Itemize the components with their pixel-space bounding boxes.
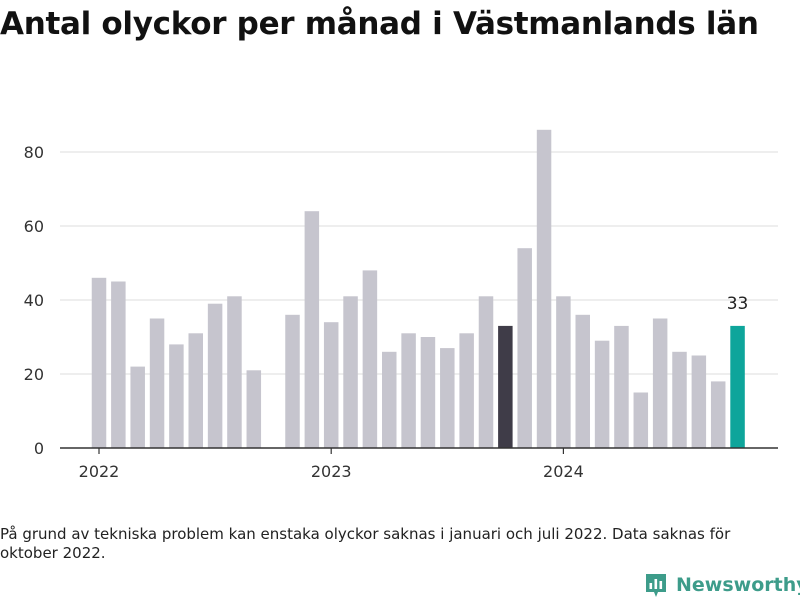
bar <box>594 340 610 448</box>
bar <box>517 248 532 448</box>
y-tick-label: 60 <box>24 217 44 236</box>
bar <box>246 370 262 448</box>
bar <box>498 325 513 448</box>
bar <box>323 322 339 448</box>
brand-name: Newsworthy <box>676 574 800 596</box>
bar <box>633 392 649 448</box>
bar-chart: 0 20 40 60 80 33 2022 2023 2024 <box>24 129 778 481</box>
bar <box>459 333 474 448</box>
bar <box>207 303 223 448</box>
bar <box>149 318 165 448</box>
bar <box>691 355 707 448</box>
footnote: På grund av tekniska problem kan enstaka… <box>0 525 731 562</box>
bar <box>730 325 745 448</box>
bar <box>130 366 145 448</box>
bar <box>614 325 629 448</box>
bar <box>227 296 242 448</box>
data-label: 33 <box>727 294 749 314</box>
y-tick-label: 20 <box>24 365 44 384</box>
bar <box>382 351 397 448</box>
bar <box>188 333 203 448</box>
bar <box>401 333 416 448</box>
bar <box>652 318 668 448</box>
bar-chart-speech-icon <box>646 574 666 597</box>
bar <box>285 314 300 448</box>
bar <box>710 381 726 448</box>
bar <box>362 270 378 448</box>
y-tick-label: 0 <box>34 439 44 458</box>
bar <box>111 281 126 448</box>
bar <box>536 129 552 449</box>
bar <box>169 344 184 448</box>
bar <box>478 296 494 448</box>
x-tick-label: 2022 <box>79 462 120 481</box>
bar <box>304 211 320 448</box>
y-tick-label: 40 <box>24 291 44 310</box>
brand-logo: Newsworthy <box>644 570 800 600</box>
bar <box>575 314 590 448</box>
bar <box>440 348 455 448</box>
bar <box>556 296 571 448</box>
bar <box>672 351 687 448</box>
y-tick-label: 80 <box>24 143 44 162</box>
bar <box>91 277 107 448</box>
x-tick-label: 2024 <box>543 462 584 481</box>
bar <box>343 296 358 448</box>
bar <box>420 337 436 448</box>
chart-title: Antal olyckor per månad i Västmanlands l… <box>0 6 759 42</box>
x-tick-label: 2023 <box>311 462 352 481</box>
